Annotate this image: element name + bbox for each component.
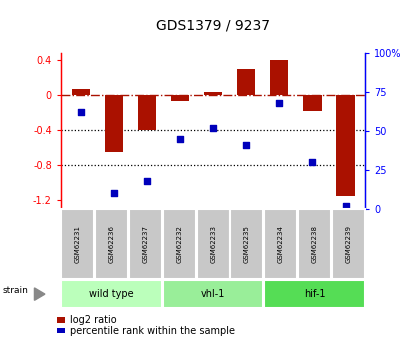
Point	[276, 100, 283, 106]
Point	[177, 136, 184, 142]
Bar	[138, 95, 156, 130]
Bar	[303, 95, 322, 111]
Text: hif-1: hif-1	[304, 289, 326, 299]
Text: wild type: wild type	[89, 289, 134, 299]
Bar	[72, 89, 90, 95]
Point	[309, 159, 316, 165]
Bar	[270, 60, 289, 95]
Text: log2 ratio: log2 ratio	[70, 315, 117, 325]
Text: GDS1379 / 9237: GDS1379 / 9237	[156, 19, 270, 33]
Point	[243, 142, 249, 148]
Point	[144, 178, 150, 184]
Text: strain: strain	[2, 286, 28, 295]
Text: GSM62231: GSM62231	[75, 225, 81, 263]
Bar	[105, 95, 123, 152]
Text: GSM62232: GSM62232	[176, 225, 182, 263]
Text: percentile rank within the sample: percentile rank within the sample	[70, 326, 235, 335]
Point	[110, 190, 117, 196]
Text: GSM62233: GSM62233	[210, 225, 216, 263]
Bar	[204, 92, 222, 95]
Point	[210, 125, 217, 131]
Text: GSM62235: GSM62235	[244, 225, 250, 263]
Bar	[171, 95, 189, 101]
Point	[342, 203, 349, 208]
Point	[77, 109, 84, 115]
Text: GSM62237: GSM62237	[142, 225, 149, 263]
Text: GSM62238: GSM62238	[312, 225, 318, 263]
Text: GSM62236: GSM62236	[109, 225, 115, 263]
Text: GSM62234: GSM62234	[278, 225, 284, 263]
Bar	[336, 95, 354, 196]
Bar	[237, 69, 255, 95]
Text: GSM62239: GSM62239	[346, 225, 352, 263]
Text: vhl-1: vhl-1	[201, 289, 226, 299]
